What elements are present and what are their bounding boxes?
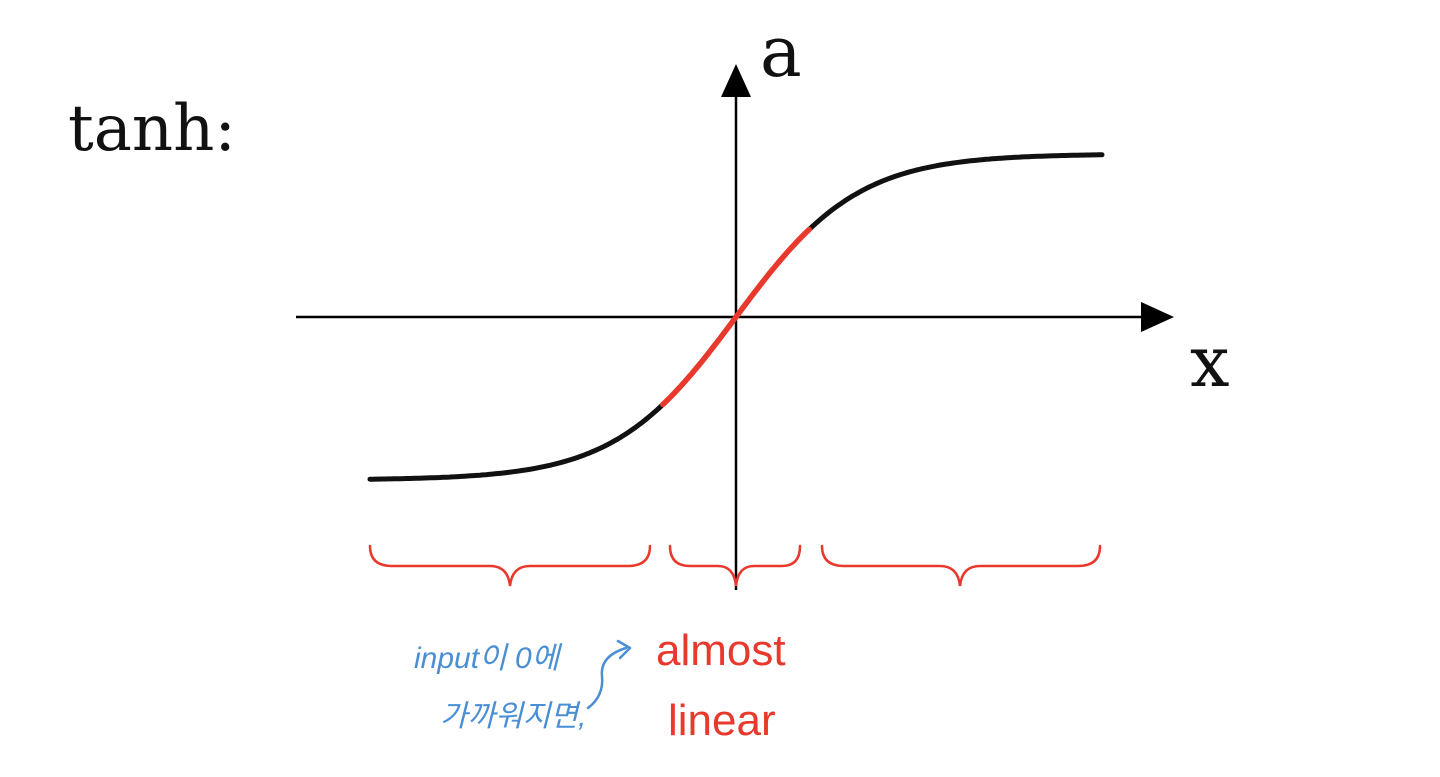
handwritten-note: input이 0에 가까워지면, xyxy=(414,639,632,733)
annotation-line1: almost xyxy=(656,626,786,675)
function-label: tanh: xyxy=(68,92,236,166)
left-region-brace xyxy=(368,544,652,587)
axes xyxy=(296,64,1174,590)
note-arrowhead-icon xyxy=(616,639,632,660)
linear-segment xyxy=(660,226,812,408)
annotation-line2: linear xyxy=(668,696,776,745)
region-braces xyxy=(368,544,1102,587)
note-arrow xyxy=(586,646,628,710)
handwritten-note-line1: input이 0에 xyxy=(414,642,563,675)
handwritten-note-line2: 가까워지면, xyxy=(440,700,586,733)
y-axis-label: a xyxy=(760,11,802,93)
x-axis-arrow-icon xyxy=(1141,302,1174,332)
y-axis-arrow-icon xyxy=(721,64,751,97)
x-axis-label: x xyxy=(1190,321,1229,403)
right-region-brace xyxy=(820,544,1102,587)
middle-region-brace xyxy=(668,544,802,587)
